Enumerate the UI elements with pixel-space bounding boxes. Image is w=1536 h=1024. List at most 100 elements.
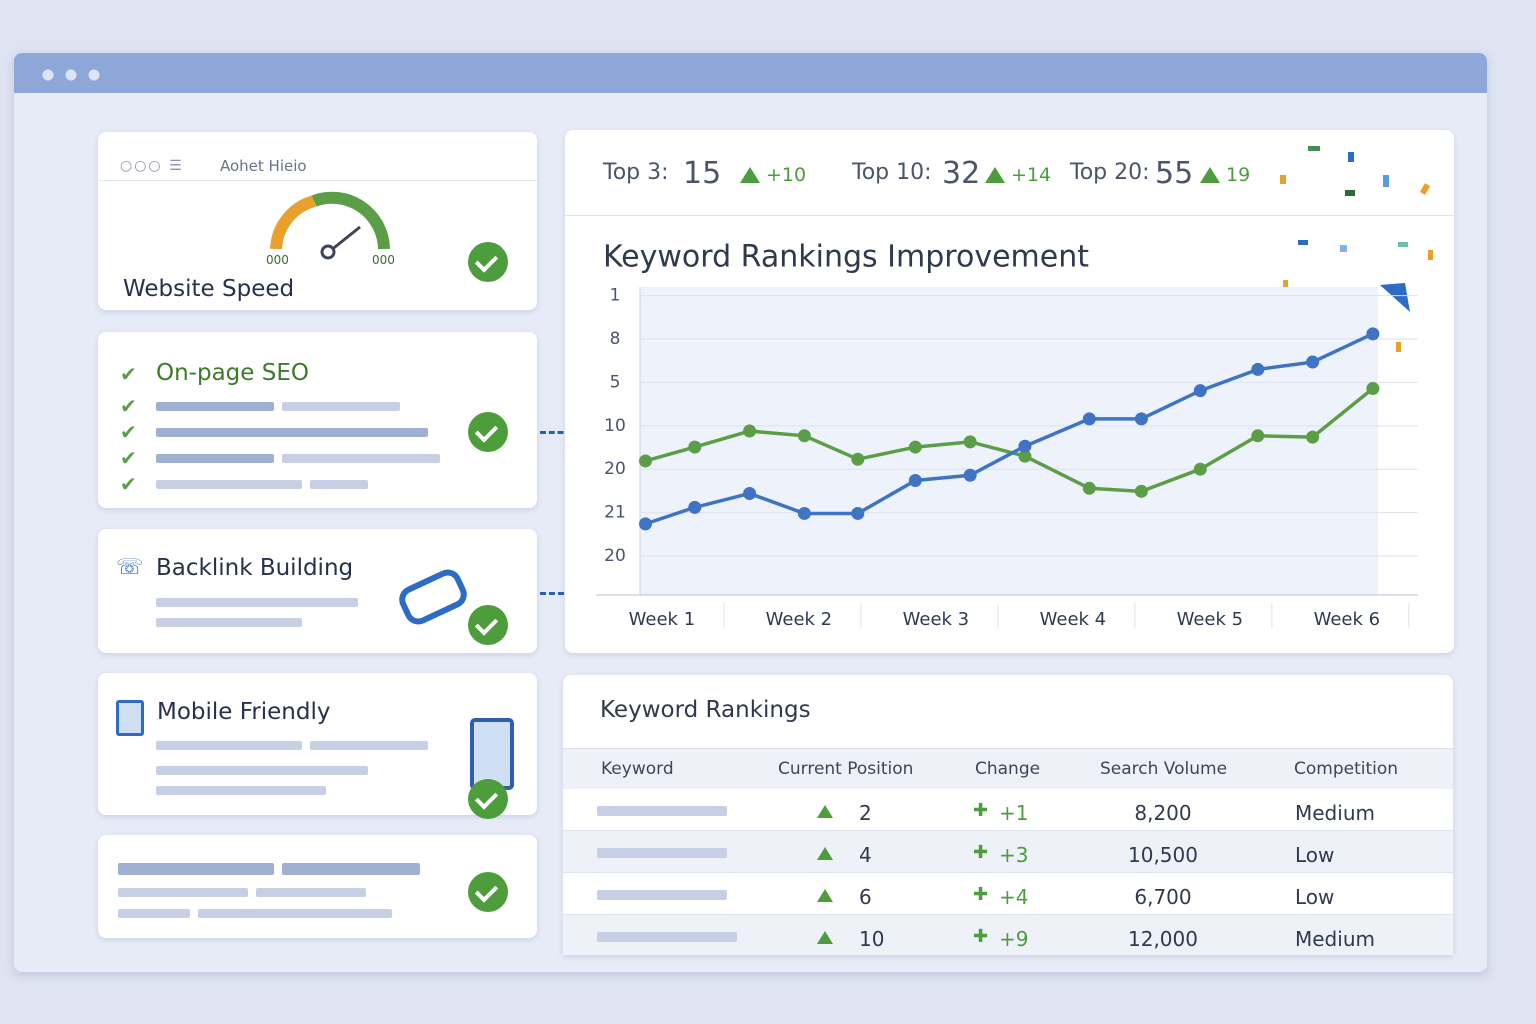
up-arrow bbox=[985, 167, 1005, 183]
change: +1 bbox=[999, 801, 1029, 825]
up-arrow bbox=[817, 889, 833, 902]
data-point bbox=[1018, 439, 1032, 453]
data-point bbox=[851, 506, 865, 520]
data-point bbox=[1082, 412, 1096, 426]
data-point bbox=[1366, 327, 1380, 341]
speed-card: ○○○ ☰ Aohet Hieio 000 000 Website Speed bbox=[98, 132, 537, 310]
change-icon: ✚ bbox=[973, 800, 989, 821]
data-point bbox=[1306, 355, 1320, 369]
confetti bbox=[1242, 146, 1433, 352]
check bbox=[468, 412, 508, 452]
window-dots bbox=[42, 69, 106, 81]
data-point bbox=[1251, 429, 1265, 443]
x-tick-label: Week 4 bbox=[1040, 609, 1107, 630]
data-point bbox=[743, 486, 757, 500]
tab-label: Aohet Hieio bbox=[220, 157, 307, 175]
placeholder bbox=[282, 863, 420, 875]
placeholder bbox=[156, 766, 368, 775]
competition: Low bbox=[1295, 885, 1335, 909]
keyword-placeholder bbox=[597, 932, 737, 942]
y-tick-label: 20 bbox=[604, 459, 626, 479]
placeholder bbox=[156, 402, 274, 411]
backlink-card: ☏ Backlink Building bbox=[98, 529, 537, 653]
data-point bbox=[743, 424, 757, 438]
check bbox=[468, 779, 508, 819]
x-tick-label: Week 6 bbox=[1314, 609, 1381, 630]
keyword-placeholder bbox=[597, 848, 727, 858]
up-arrow bbox=[740, 167, 760, 183]
placeholder bbox=[118, 909, 190, 918]
table-panel: Keyword Rankings Keyword Current Position… bbox=[563, 675, 1453, 955]
data-point bbox=[908, 440, 922, 454]
stat-label: Top 10: bbox=[852, 160, 932, 185]
change: +4 bbox=[999, 885, 1029, 909]
check bbox=[468, 872, 508, 912]
phone-icon bbox=[470, 718, 514, 790]
stat-label: Top 20: bbox=[1070, 160, 1150, 185]
position: 10 bbox=[859, 927, 885, 951]
data-point bbox=[797, 506, 811, 520]
check bbox=[468, 605, 508, 645]
doc-icon bbox=[116, 700, 144, 736]
competition: Medium bbox=[1295, 801, 1375, 825]
placeholder bbox=[156, 598, 358, 607]
placeholder bbox=[310, 480, 368, 489]
volume: 6,700 bbox=[1134, 885, 1192, 909]
placeholder bbox=[156, 786, 326, 795]
data-point bbox=[1082, 481, 1096, 495]
data-point bbox=[851, 452, 865, 466]
card-title: Backlink Building bbox=[156, 555, 354, 581]
tick: ✔ bbox=[120, 394, 137, 418]
keyword-placeholder bbox=[597, 806, 727, 816]
x-tick-label: Week 2 bbox=[766, 609, 833, 630]
placeholder bbox=[156, 480, 302, 489]
table-title: Keyword Rankings bbox=[600, 697, 811, 723]
y-tick-label: 21 bbox=[604, 503, 626, 523]
data-point bbox=[1193, 384, 1207, 398]
plot-area bbox=[640, 287, 1378, 595]
tick: ✔ bbox=[120, 420, 137, 444]
data-point bbox=[1366, 382, 1380, 396]
y-tick-label: 10 bbox=[604, 416, 626, 436]
x-tick-label: Week 1 bbox=[629, 609, 696, 630]
check bbox=[468, 242, 508, 282]
gauge bbox=[270, 191, 390, 260]
link-icon: ☏ bbox=[116, 555, 144, 580]
placeholder bbox=[156, 428, 428, 437]
y-tick-label: 5 bbox=[610, 372, 621, 392]
stat-value: 55 bbox=[1155, 156, 1194, 191]
stat-change: 19 bbox=[1226, 164, 1251, 186]
change: +3 bbox=[999, 843, 1029, 867]
data-point bbox=[688, 440, 702, 454]
tick: ✔ bbox=[120, 362, 137, 386]
y-tick-label: 20 bbox=[604, 546, 626, 566]
competition: Medium bbox=[1295, 927, 1375, 951]
keyword-placeholder bbox=[597, 890, 727, 900]
position: 6 bbox=[859, 885, 872, 909]
data-point bbox=[1134, 484, 1148, 498]
column-header: Search Volume bbox=[1100, 759, 1228, 779]
placeholder bbox=[118, 863, 274, 875]
competition: Low bbox=[1295, 843, 1335, 867]
header-row bbox=[563, 748, 1453, 790]
series-line bbox=[645, 387, 1374, 494]
data-point bbox=[908, 473, 922, 487]
stat-change: +10 bbox=[766, 164, 807, 186]
column-header: Current Position bbox=[778, 759, 914, 779]
data-point bbox=[1306, 430, 1320, 444]
up-arrow bbox=[817, 805, 833, 818]
data-point bbox=[1251, 362, 1265, 376]
data-point bbox=[963, 435, 977, 449]
card-title: Mobile Friendly bbox=[157, 699, 331, 725]
placeholder bbox=[156, 618, 302, 627]
y-tick-label: 8 bbox=[610, 329, 621, 349]
volume: 8,200 bbox=[1134, 801, 1192, 825]
tab-bar bbox=[98, 132, 537, 181]
divider bbox=[565, 215, 1454, 216]
stat-change: +14 bbox=[1011, 164, 1052, 186]
x-tick-label: Week 5 bbox=[1177, 609, 1244, 630]
card-title: On-page SEO bbox=[156, 360, 309, 386]
up-arrow bbox=[1200, 167, 1220, 183]
data-point bbox=[1018, 449, 1032, 463]
